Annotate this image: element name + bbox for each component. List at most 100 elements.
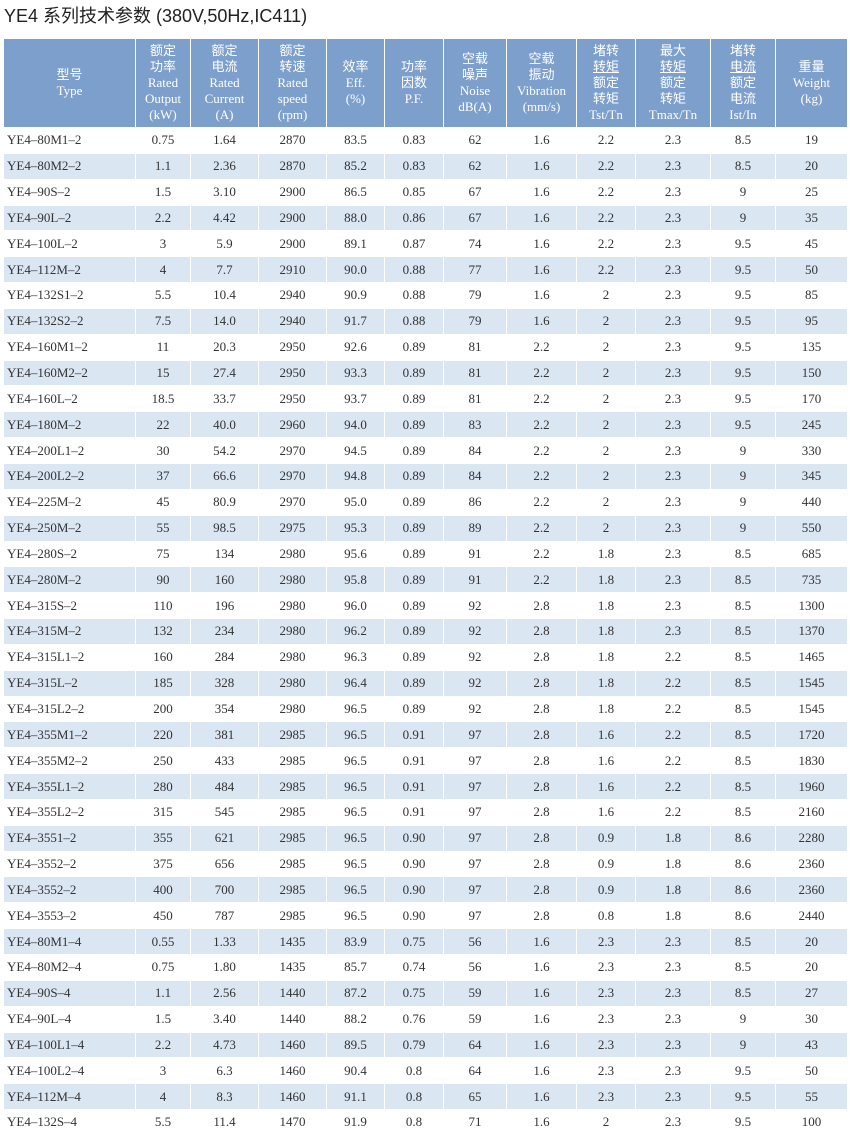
value-cell: 1.8	[576, 566, 636, 594]
value-cell: 2.3	[635, 566, 711, 594]
table-row: YE4–90S–2 1.5 3.10 2900 86.5 0.85 67 1.6 2.2 2.3 9…	[3, 178, 848, 206]
table-row: YE4–3552–2 400 700 2985 96.5 0.90 97 2.8 0.9 1.8 8…	[3, 876, 848, 904]
table-row: YE4–90S–4 1.1 2.56 1440 87.2 0.75 59 1.6 2.3 2.3 8…	[3, 979, 848, 1007]
value-cell: 1.6	[576, 773, 636, 800]
value-cell: 2970	[258, 462, 327, 490]
value-cell: 1.6	[506, 954, 577, 981]
value-cell: 2.8	[506, 850, 577, 878]
header-row: 型号 Type 额定 功率 Rated Output (kW) 额定 电流 Rated Curren…	[3, 38, 848, 128]
header-line: 额定	[279, 43, 306, 58]
value-cell: 2.2	[506, 514, 577, 542]
value-cell: 0.89	[384, 618, 444, 645]
value-cell: 96.5	[326, 876, 385, 904]
value-cell: 2360	[775, 850, 848, 878]
value-cell: 30	[775, 1005, 848, 1033]
model-cell: YE4–315L1–2	[3, 643, 136, 671]
value-cell: 27	[775, 979, 848, 1007]
value-cell: 1440	[258, 979, 327, 1007]
value-cell: 90.0	[326, 256, 385, 284]
value-cell: 328	[190, 669, 259, 697]
value-cell: 84	[443, 462, 507, 490]
header-cell: 型号 Type	[3, 38, 136, 128]
value-cell: 77	[443, 256, 507, 284]
value-cell: 62	[443, 127, 507, 154]
header-line: (kg)	[800, 91, 823, 106]
header-line: 转矩	[592, 91, 619, 106]
value-cell: 9	[710, 204, 776, 232]
value-cell: 2985	[258, 747, 327, 775]
value-cell: 2.3	[635, 1083, 711, 1111]
value-cell: 6.3	[190, 1057, 259, 1085]
value-cell: 8.3	[190, 1083, 259, 1111]
value-cell: 20	[775, 954, 848, 981]
table-row: YE4–250M–2 55 98.5 2975 95.3 0.89 89 2.2 2 2.3 9 55…	[3, 514, 848, 542]
value-cell: 3.40	[190, 1005, 259, 1033]
value-cell: 54.2	[190, 437, 259, 464]
value-cell: 2.3	[576, 954, 636, 981]
value-cell: 0.89	[384, 333, 444, 361]
value-cell: 4.42	[190, 204, 259, 232]
value-cell: 11	[135, 333, 191, 361]
value-cell: 2.2	[635, 669, 711, 697]
table-row: YE4–355M1–2 220 381 2985 96.5 0.91 97 2.8 1.6 2.2…	[3, 721, 848, 749]
table-row: YE4–355L2–2 315 545 2985 96.5 0.91 97 2.8 1.6 2.2…	[3, 798, 848, 826]
value-cell: 85.2	[326, 152, 385, 180]
value-cell: 170	[775, 385, 848, 413]
value-cell: 75	[135, 540, 191, 568]
table-row: YE4–160M1–2 11 20.3 2950 92.6 0.89 81 2.2 2 2.3 9.…	[3, 333, 848, 361]
header-line: Rated	[209, 75, 240, 90]
value-cell: 2940	[258, 282, 327, 309]
value-cell: 1.6	[506, 1057, 577, 1085]
value-cell: 8.5	[710, 954, 776, 981]
header-line: 转矩	[659, 59, 686, 74]
value-cell: 3.10	[190, 178, 259, 206]
value-cell: 1370	[775, 618, 848, 645]
value-cell: 9.5	[710, 256, 776, 284]
value-cell: 1960	[775, 773, 848, 800]
value-cell: 0.89	[384, 540, 444, 568]
value-cell: 1.8	[576, 669, 636, 697]
value-cell: 2.8	[506, 876, 577, 904]
value-cell: 11.4	[190, 1109, 259, 1136]
header-cell: 堵转 转矩 额定 转矩 Tst/Tn	[576, 38, 636, 128]
value-cell: 4.73	[190, 1031, 259, 1059]
value-cell: 1.6	[576, 798, 636, 826]
value-cell: 86	[443, 488, 507, 516]
value-cell: 43	[775, 1031, 848, 1059]
value-cell: 92	[443, 643, 507, 671]
value-cell: 1.33	[190, 928, 259, 955]
value-cell: 355	[135, 824, 191, 852]
table-row: YE4–3553–2 450 787 2985 96.5 0.90 97 2.8 0.8 1.8 8…	[3, 902, 848, 930]
model-cell: YE4–160L–2	[3, 385, 136, 413]
value-cell: 25	[775, 178, 848, 206]
value-cell: 8.5	[710, 798, 776, 826]
value-cell: 96.0	[326, 592, 385, 620]
header-line: 额定	[592, 75, 619, 90]
value-cell: 330	[775, 437, 848, 464]
value-cell: 8.6	[710, 850, 776, 878]
header-cell: 额定 转速 Rated speed (rpm)	[258, 38, 327, 128]
value-cell: 1.6	[506, 127, 577, 154]
value-cell: 2.2	[635, 695, 711, 723]
table-row: YE4–100L2–4 3 6.3 1460 90.4 0.8 64 1.6 2.3 2.3 9.5…	[3, 1057, 848, 1085]
value-cell: 8.5	[710, 592, 776, 620]
value-cell: 19	[775, 127, 848, 154]
header-line: Vibration	[516, 83, 567, 98]
value-cell: 80.9	[190, 488, 259, 516]
header-line: 转矩	[592, 59, 619, 74]
value-cell: 2.8	[506, 747, 577, 775]
value-cell: 2985	[258, 902, 327, 930]
value-cell: 2.3	[635, 152, 711, 180]
value-cell: 50	[775, 256, 848, 284]
value-cell: 0.89	[384, 643, 444, 671]
value-cell: 2.2	[506, 540, 577, 568]
table-row: YE4–315S–2 110 196 2980 96.0 0.89 92 2.8 1.8 2.3 8…	[3, 592, 848, 620]
model-cell: YE4–132S–4	[3, 1109, 136, 1136]
value-cell: 8.5	[710, 773, 776, 800]
value-cell: 787	[190, 902, 259, 930]
model-cell: YE4–90S–4	[3, 979, 136, 1007]
value-cell: 1.64	[190, 127, 259, 154]
value-cell: 2.3	[576, 928, 636, 955]
value-cell: 2.2	[635, 747, 711, 775]
value-cell: 2870	[258, 152, 327, 180]
